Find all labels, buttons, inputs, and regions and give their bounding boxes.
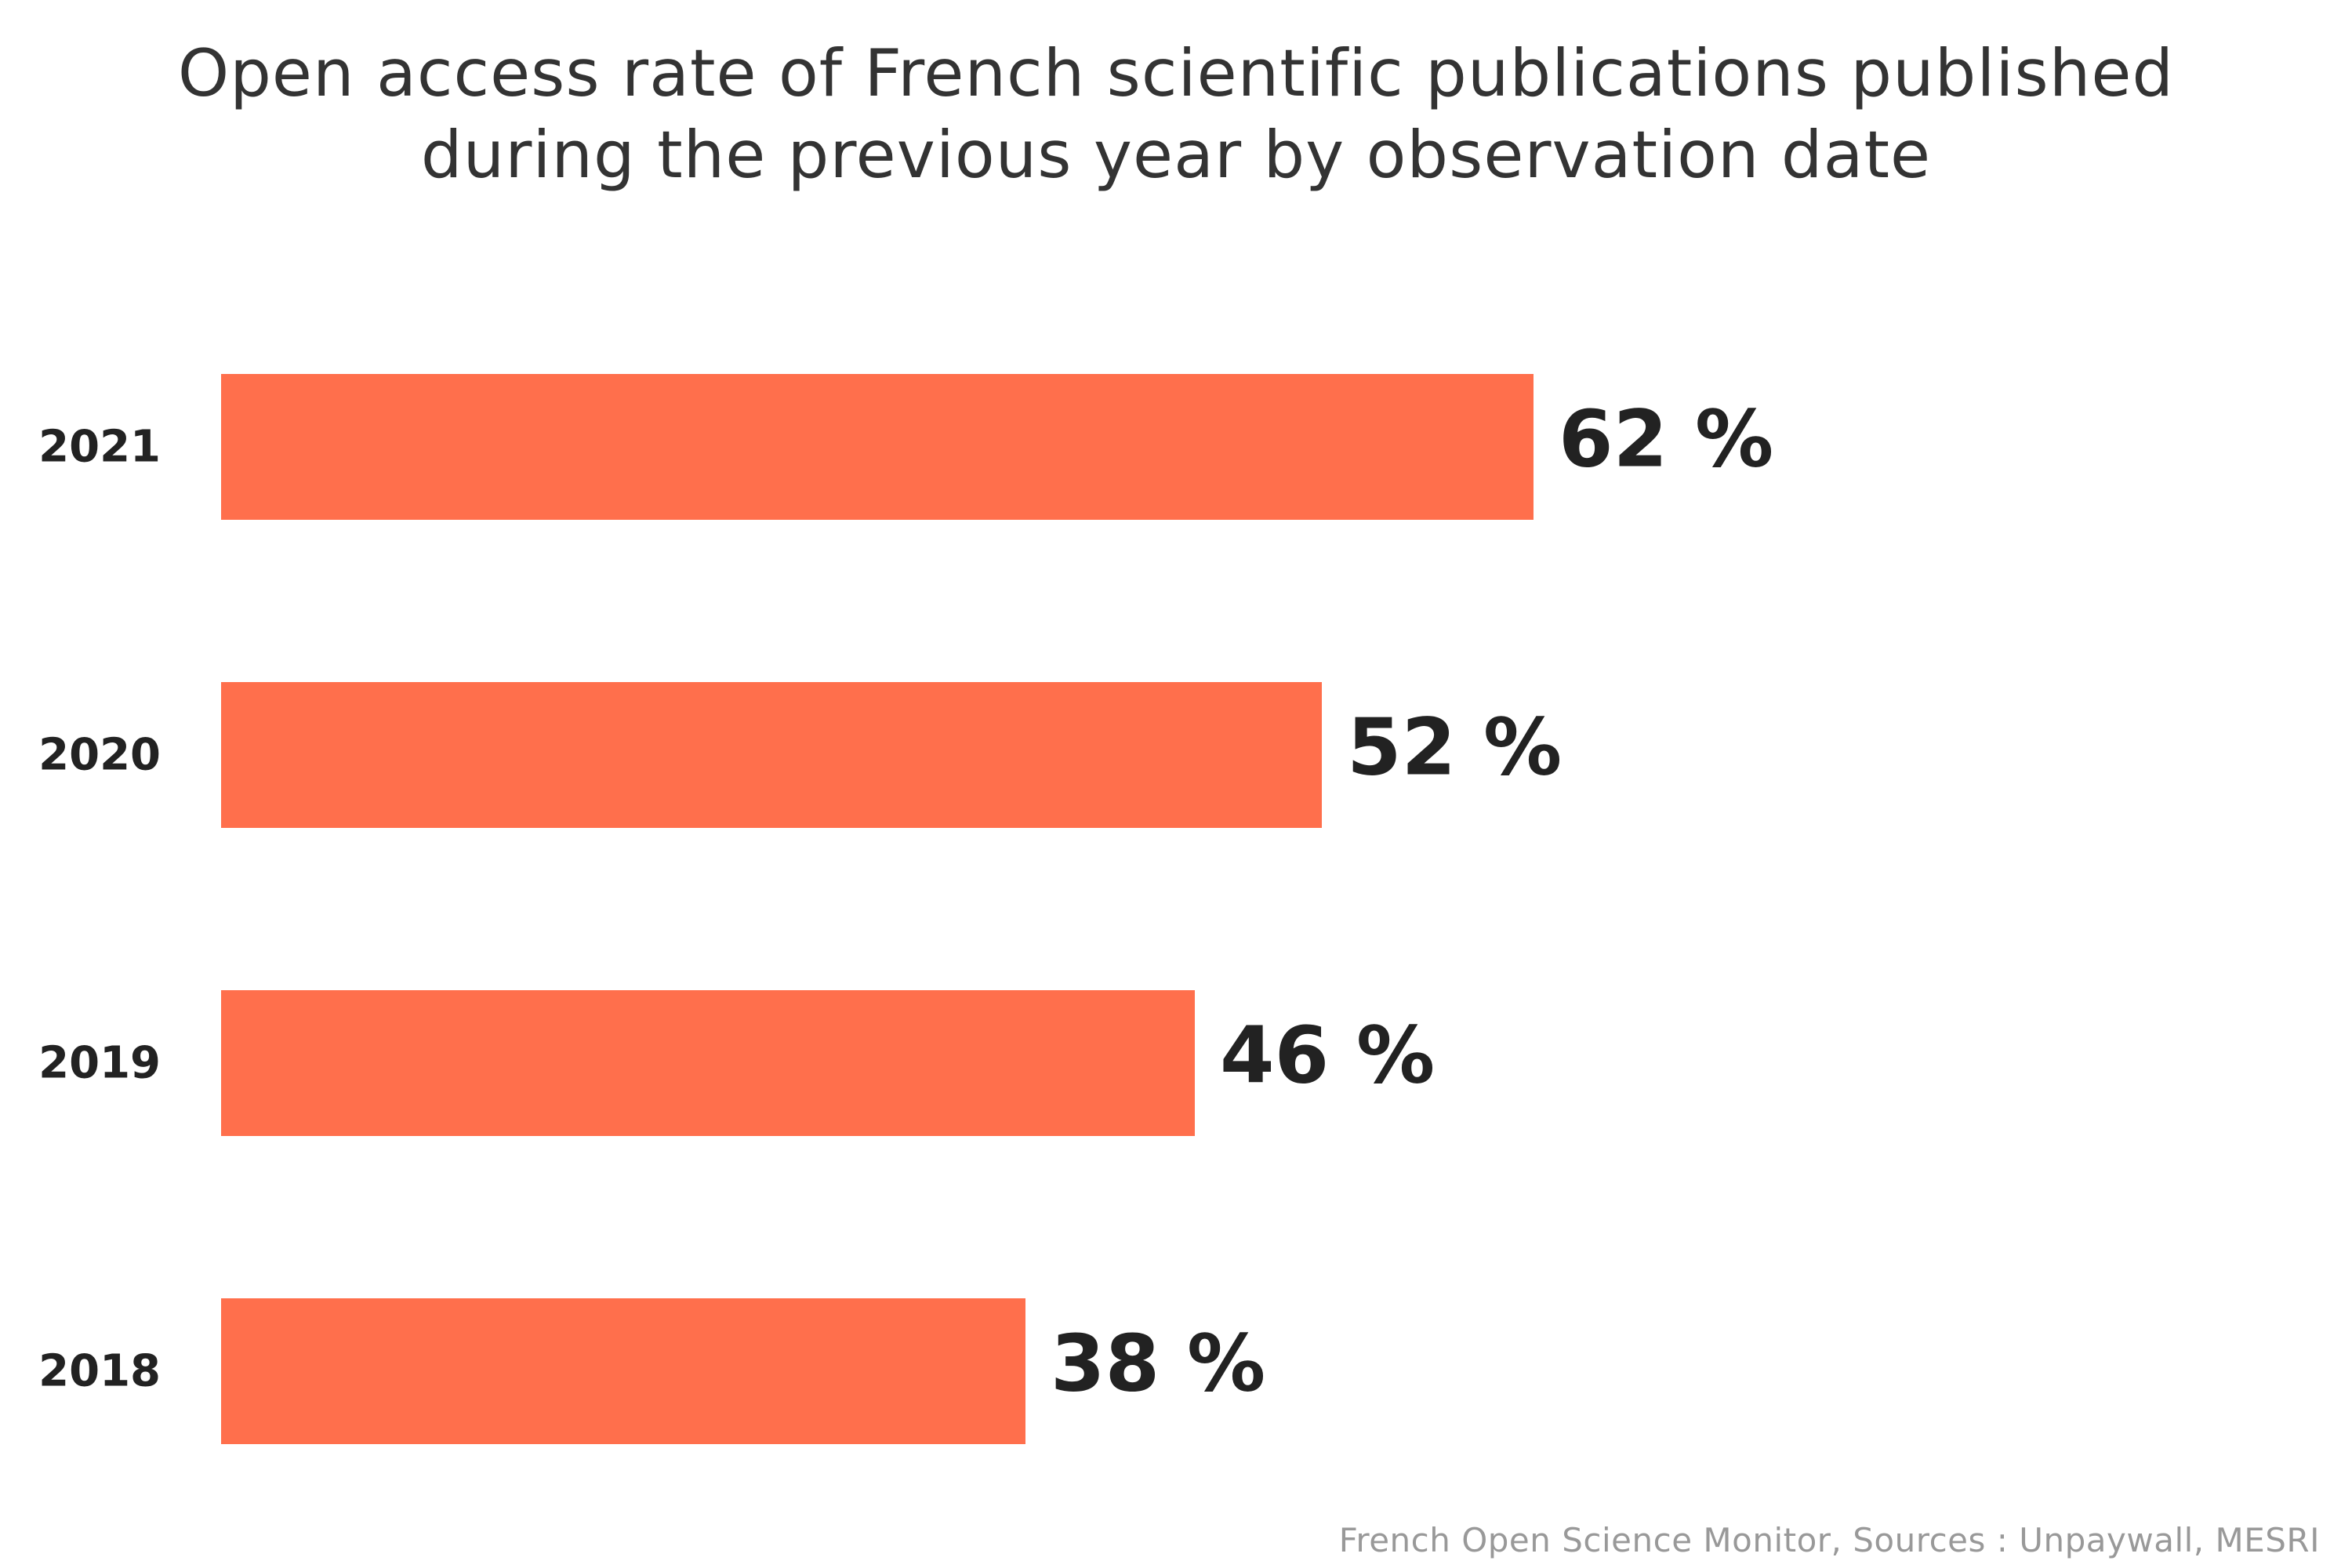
source-credit: French Open Science Monitor, Sources : U… [1338,1521,2320,1559]
chart-title-line-1: Open access rate of French scientific pu… [177,35,2175,111]
chart-title-line-2: during the previous year by observation … [420,117,1932,193]
category-label-2019: 2019 [38,1038,161,1089]
value-label-2018: 38 % [1051,1318,1265,1410]
category-label-2018: 2018 [38,1346,161,1397]
value-label-2020: 52 % [1347,702,1562,793]
chart-title: Open access rate of French scientific pu… [0,33,2352,196]
value-label-2019: 46 % [1220,1010,1435,1102]
bar-2018 [221,1298,1025,1444]
bar-2019 [221,990,1195,1136]
category-label-2020: 2020 [38,730,161,781]
value-label-2021: 62 % [1559,394,1773,485]
category-label-2021: 2021 [38,422,161,473]
bar-2021 [221,374,1534,520]
bar-2020 [221,682,1322,828]
